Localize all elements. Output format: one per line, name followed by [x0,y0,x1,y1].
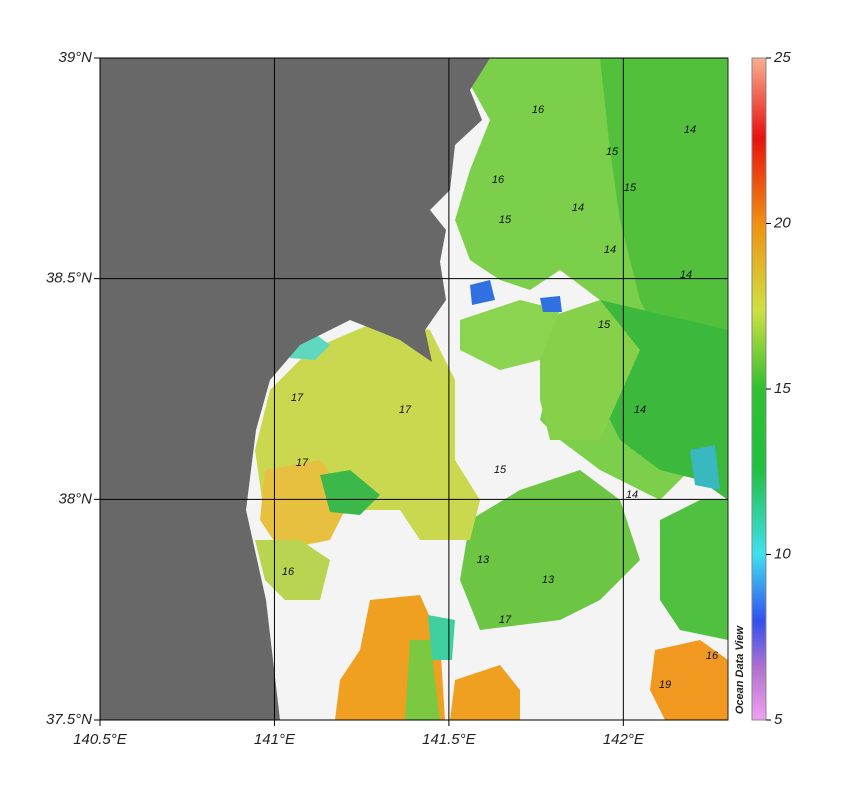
contour-label: 15 [494,464,507,476]
contour-label: 15 [606,146,619,158]
contour-label: 15 [598,319,611,331]
contour-label: 14 [572,202,584,214]
x-tick-label: 140.5°E [73,731,128,748]
colorbar-tick-label: 25 [773,49,791,66]
contour-label: 19 [659,679,671,691]
contour-label: 13 [477,554,490,566]
y-tick-label: 38.5°N [46,270,92,287]
colorbar-tick-label: 10 [774,545,791,562]
x-tick-label: 142°E [603,731,645,748]
x-tick-label: 141°E [254,731,296,748]
contour-label: 14 [684,124,696,136]
x-tick-label: 141.5°E [422,731,477,748]
contour-label: 17 [399,404,412,416]
contour-label: 17 [296,457,309,469]
contour-label: 15 [624,182,637,194]
land [100,58,490,720]
y-tick-label: 39°N [58,49,92,66]
contour-label: 17 [291,392,304,404]
colorbar-tick-label: 15 [774,380,791,397]
y-tick-label: 37.5°N [46,711,92,728]
contour-label: 14 [680,269,692,281]
colorbar-tick-label: 5 [774,711,783,728]
contour-label: 16 [282,566,295,578]
contour-label: 16 [706,650,719,662]
contour-label: 15 [499,214,512,226]
colorbar [751,57,767,721]
contour-label: 14 [626,489,638,501]
contour-label: 14 [634,404,646,416]
watermark: Ocean Data View [734,624,746,714]
contour-label: 13 [542,574,555,586]
colorbar-tick-label: 20 [773,214,791,231]
y-tick-label: 38°N [58,490,92,507]
contour-label: 17 [499,614,512,626]
contour-label: 14 [604,244,616,256]
contour-label: 16 [532,104,545,116]
contour-label: 16 [492,174,505,186]
